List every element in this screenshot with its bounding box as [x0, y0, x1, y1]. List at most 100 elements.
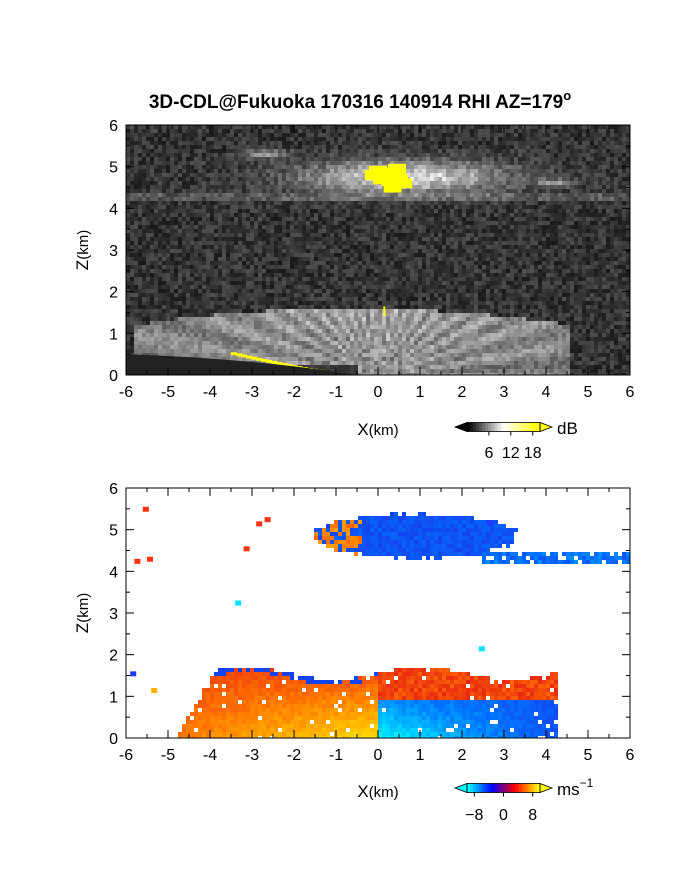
reflectivity-cell: [206, 145, 210, 149]
reflectivity-cell: [230, 177, 234, 181]
reflectivity-cell: [570, 277, 574, 281]
reflectivity-cell: [454, 265, 458, 269]
reflectivity-cell: [162, 141, 166, 145]
reflectivity-cell: [302, 129, 306, 133]
reflectivity-cell: [326, 277, 330, 281]
reflectivity-cell: [470, 129, 474, 133]
reflectivity-cell: [398, 157, 402, 161]
reflectivity-cell: [134, 133, 138, 137]
reflectivity-cell: [470, 161, 474, 165]
reflectivity-cell: [214, 213, 218, 217]
reflectivity-cell: [626, 157, 630, 161]
reflectivity-cell: [462, 229, 466, 233]
reflectivity-cell: [294, 245, 298, 249]
reflectivity-cell: [562, 253, 566, 257]
reflectivity-cell: [234, 173, 238, 177]
reflectivity-cell: [482, 233, 486, 237]
reflectivity-cell: [262, 209, 266, 213]
reflectivity-cell: [366, 125, 370, 129]
reflectivity-cell: [554, 133, 558, 137]
reflectivity-cell: [190, 141, 194, 145]
reflectivity-cell: [282, 225, 286, 229]
reflectivity-cell: [186, 249, 190, 253]
reflectivity-cell: [186, 245, 190, 249]
reflectivity-cell: [206, 261, 210, 265]
reflectivity-cell: [374, 125, 378, 129]
reflectivity-cell: [362, 249, 366, 253]
reflectivity-cell: [246, 217, 250, 221]
reflectivity-cell: [270, 185, 274, 189]
reflectivity-cell: [306, 125, 310, 129]
reflectivity-cell: [414, 233, 418, 237]
reflectivity-cell: [354, 225, 358, 229]
reflectivity-cell: [382, 281, 386, 285]
reflectivity-cell: [578, 253, 582, 257]
reflectivity-cell: [198, 177, 202, 181]
reflectivity-cell: [214, 281, 218, 285]
reflectivity-cell: [450, 269, 454, 273]
reflectivity-cell: [206, 205, 210, 209]
reflectivity-cell: [126, 261, 130, 265]
reflectivity-cell: [582, 217, 586, 221]
reflectivity-cell: [410, 145, 414, 149]
reflectivity-cell: [294, 233, 298, 237]
reflectivity-cell: [502, 141, 506, 145]
reflectivity-cell: [418, 177, 422, 181]
reflectivity-cell: [298, 233, 302, 237]
reflectivity-cell: [282, 181, 286, 185]
reflectivity-cell: [250, 237, 254, 241]
reflectivity-cell: [154, 201, 158, 205]
reflectivity-cell: [266, 209, 270, 213]
reflectivity-cell: [250, 201, 254, 205]
reflectivity-cell: [178, 217, 182, 221]
reflectivity-cell: [250, 273, 254, 277]
reflectivity-cell: [394, 257, 398, 261]
reflectivity-cell: [566, 201, 570, 205]
reflectivity-cell: [270, 157, 274, 161]
reflectivity-cell: [566, 221, 570, 225]
reflectivity-cell: [210, 169, 214, 173]
reflectivity-cell: [594, 205, 598, 209]
reflectivity-cell: [330, 181, 334, 185]
reflectivity-cell: [458, 213, 462, 217]
reflectivity-cell: [162, 265, 166, 269]
reflectivity-cell: [134, 265, 138, 269]
reflectivity-cell: [454, 157, 458, 161]
reflectivity-cell: [606, 273, 610, 277]
reflectivity-cell: [394, 153, 398, 157]
reflectivity-cell: [162, 125, 166, 129]
reflectivity-cell: [262, 181, 266, 185]
reflectivity-cell: [558, 161, 562, 165]
reflectivity-cell: [222, 181, 226, 185]
reflectivity-cell: [570, 165, 574, 169]
reflectivity-cell: [326, 189, 330, 193]
reflectivity-cell: [418, 197, 422, 201]
reflectivity-cell: [450, 245, 454, 249]
reflectivity-cell: [522, 265, 526, 269]
reflectivity-cell: [498, 157, 502, 161]
reflectivity-cell: [522, 185, 526, 189]
reflectivity-cell: [158, 229, 162, 233]
reflectivity-cell: [126, 217, 130, 221]
reflectivity-cell: [178, 149, 182, 153]
reflectivity-cell: [438, 137, 442, 141]
reflectivity-cell: [478, 277, 482, 281]
reflectivity-cell: [354, 173, 358, 177]
reflectivity-cell: [562, 277, 566, 281]
reflectivity-cell: [218, 129, 222, 133]
reflectivity-cell: [626, 277, 630, 281]
reflectivity-cell: [450, 129, 454, 133]
reflectivity-cell: [254, 189, 258, 193]
reflectivity-cell: [534, 173, 538, 177]
reflectivity-cell: [206, 141, 210, 145]
reflectivity-cell: [202, 177, 206, 181]
reflectivity-cell: [302, 169, 306, 173]
reflectivity-cell: [410, 249, 414, 253]
reflectivity-cell: [446, 209, 450, 213]
reflectivity-cell: [142, 277, 146, 281]
reflectivity-cell: [370, 161, 374, 165]
reflectivity-cell: [138, 209, 142, 213]
reflectivity-cell: [254, 193, 258, 197]
reflectivity-cell: [202, 149, 206, 153]
reflectivity-cell: [546, 245, 550, 249]
